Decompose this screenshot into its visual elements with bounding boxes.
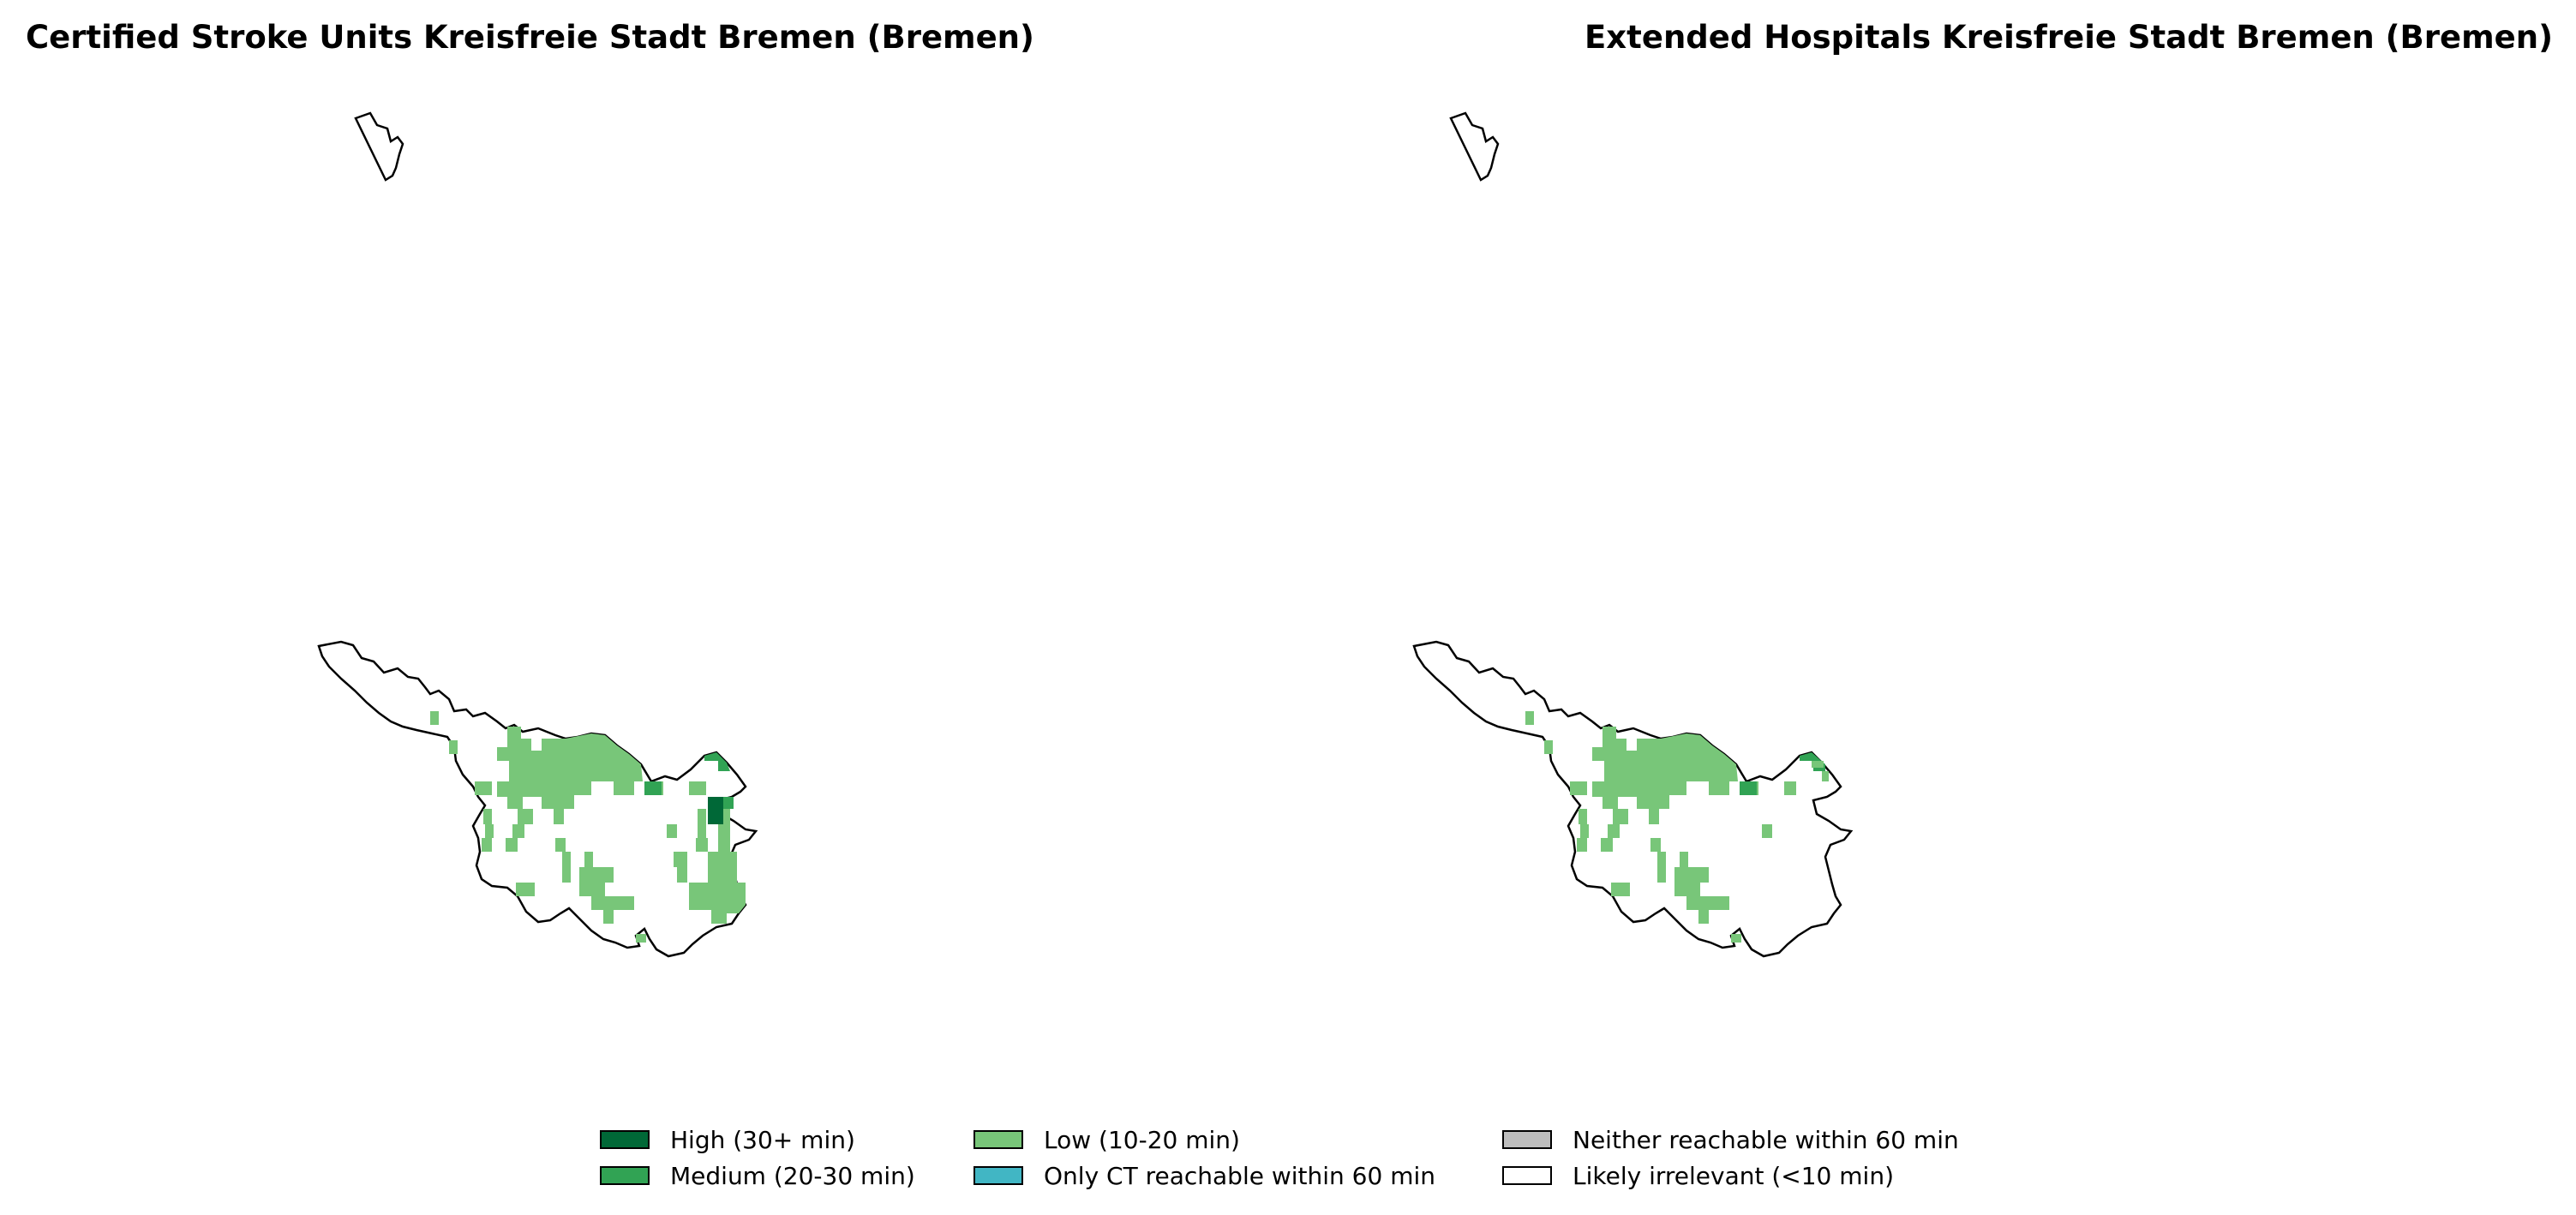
map-cell xyxy=(430,711,533,852)
map-cell xyxy=(1731,824,1772,943)
map-cell xyxy=(1611,838,1729,924)
map-cell xyxy=(636,809,708,943)
legend-label: High (30+ min) xyxy=(670,1125,855,1154)
legend-item-irrelevant: Likely irrelevant (<10 min) xyxy=(1502,1158,1894,1193)
map-canvas xyxy=(1412,111,1854,958)
bremerhaven-outline xyxy=(354,111,404,182)
legend-item-high: High (30+ min) xyxy=(600,1122,855,1157)
legend-swatch xyxy=(1502,1130,1552,1149)
map-cell xyxy=(723,797,734,809)
legend-label: Low (10-20 min) xyxy=(1044,1125,1240,1154)
map-cell xyxy=(516,838,634,924)
map-panel-extended-hospitals: Extended Hospitals Kreisfreie Stadt Brem… xyxy=(1288,0,2576,1105)
legend-label: Medium (20-30 min) xyxy=(670,1161,915,1190)
map-cell xyxy=(1525,711,1628,852)
map-cell xyxy=(644,752,730,795)
map-canvas xyxy=(317,111,758,958)
legend-swatch xyxy=(600,1130,650,1149)
legend-label: Neither reachable within 60 min xyxy=(1573,1125,1959,1154)
legend-item-medium: Medium (20-30 min) xyxy=(600,1158,915,1193)
map-cell xyxy=(1614,888,1626,895)
legend-swatch xyxy=(1502,1166,1552,1185)
bremen-city-outline xyxy=(1412,640,1854,958)
legend-swatch xyxy=(600,1166,650,1185)
map-cell xyxy=(497,727,643,824)
panel-title: Extended Hospitals Kreisfreie Stadt Brem… xyxy=(1585,19,2553,56)
map-cell xyxy=(1740,781,1757,795)
map-cell xyxy=(519,888,531,895)
map-cell xyxy=(1592,727,1738,824)
map-cell xyxy=(708,797,723,824)
map-legend: High (30+ min) Medium (20-30 min) Low (1… xyxy=(600,1122,2057,1208)
legend-swatch xyxy=(973,1130,1023,1149)
map-cell xyxy=(1812,761,1824,768)
legend-swatch xyxy=(973,1166,1023,1185)
map-panel-stroke-units: Certified Stroke Units Kreisfreie Stadt … xyxy=(0,0,1288,1105)
legend-item-neither: Neither reachable within 60 min xyxy=(1502,1122,1959,1157)
panel-title: Certified Stroke Units Kreisfreie Stadt … xyxy=(26,19,1034,56)
map-cell xyxy=(689,809,746,924)
map-cell xyxy=(1822,771,1829,781)
legend-label: Likely irrelevant (<10 min) xyxy=(1573,1161,1894,1190)
legend-item-low: Low (10-20 min) xyxy=(973,1122,1240,1157)
legend-label: Only CT reachable within 60 min xyxy=(1044,1161,1436,1190)
bremerhaven-outline xyxy=(1449,111,1500,182)
legend-item-ct-only: Only CT reachable within 60 min xyxy=(973,1158,1435,1193)
